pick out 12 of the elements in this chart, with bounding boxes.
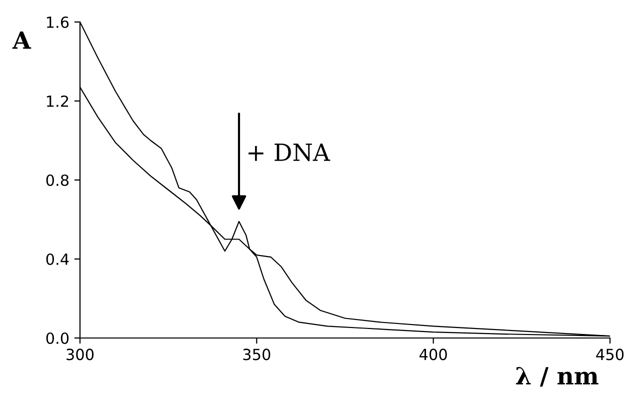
annotation: + DNA <box>248 144 330 162</box>
y-tick-label: 0.8 <box>46 174 69 186</box>
x-tick-label: 300 <box>66 348 94 360</box>
y-tick-label: 0.4 <box>46 253 69 266</box>
y-tick-label: 1.6 <box>46 16 69 28</box>
x-tick-label: 400 <box>420 348 447 360</box>
x-tick-label: 350 <box>243 348 270 360</box>
y-tick-label: 0.0 <box>46 332 69 344</box>
x-axis-title: λ / nm <box>516 366 598 387</box>
x-tick-label: 450 <box>596 348 624 360</box>
y-axis-title: A <box>12 31 32 49</box>
y-tick-label: 1.2 <box>46 95 68 107</box>
